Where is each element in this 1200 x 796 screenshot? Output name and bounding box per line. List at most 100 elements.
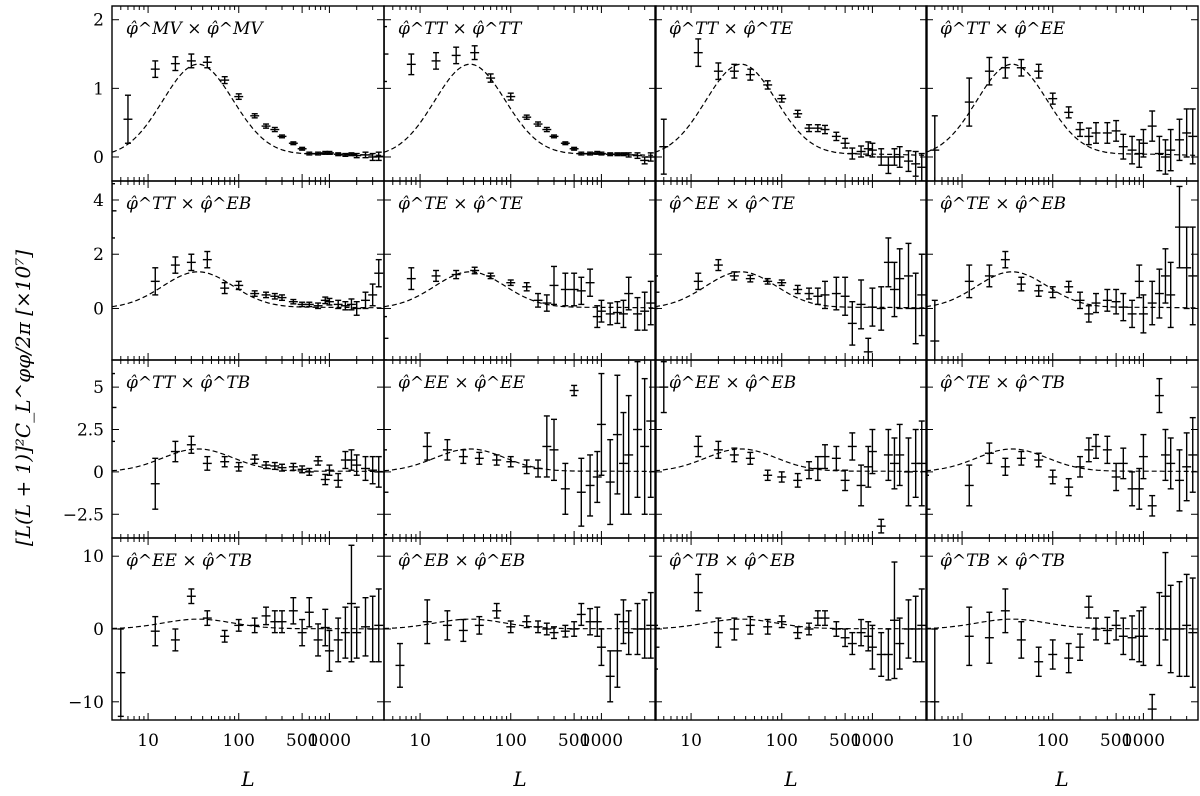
data-point — [745, 68, 755, 81]
data-point — [1084, 437, 1094, 463]
data-point — [374, 258, 384, 288]
data-point — [633, 360, 642, 499]
data-point — [729, 63, 739, 79]
data-point — [1160, 139, 1170, 175]
x-tick-label: 1000 — [580, 731, 623, 751]
data-point — [964, 464, 974, 507]
data-point — [1134, 264, 1144, 299]
x-tick-label: 500 — [286, 731, 318, 751]
data-point — [917, 588, 927, 663]
data-point — [406, 267, 416, 291]
data-point — [889, 261, 899, 318]
data-point — [624, 276, 634, 311]
y-tick-label: 0 — [93, 463, 104, 483]
data-point — [1034, 452, 1044, 468]
data-point — [763, 80, 773, 90]
data-point — [745, 451, 755, 465]
data-point — [804, 287, 814, 300]
data-point — [1182, 573, 1192, 678]
data-point — [277, 134, 287, 139]
data-point — [576, 151, 586, 156]
data-point — [1111, 119, 1121, 142]
data-point — [895, 248, 905, 310]
data-point — [847, 147, 857, 160]
data-point — [763, 618, 773, 635]
data-point — [422, 599, 432, 645]
data-point — [250, 617, 260, 634]
data-point — [1118, 133, 1128, 160]
data-point — [250, 113, 260, 119]
data-point — [659, 118, 669, 175]
theory-curve — [384, 271, 656, 309]
x-axis-label: L — [783, 767, 797, 791]
data-point — [1111, 610, 1121, 641]
data-point — [883, 237, 893, 288]
data-point — [451, 269, 461, 280]
panel-title: φ̂^TT × φ̂^TB — [126, 373, 250, 393]
x-tick-label: 1000 — [851, 731, 894, 751]
data-point — [840, 276, 850, 316]
data-points — [395, 591, 656, 703]
data-point — [451, 46, 461, 65]
data-point — [352, 454, 362, 476]
data-point — [422, 432, 432, 461]
data-point — [202, 455, 212, 471]
y-tick-label: 2 — [93, 11, 104, 31]
data-point — [793, 109, 803, 118]
data-point — [1175, 185, 1184, 269]
data-point — [352, 606, 362, 659]
panel: φ̂^TT × φ̂^EB 0 2 4 — [93, 180, 385, 361]
data-point — [1016, 621, 1026, 659]
theory-curve — [112, 271, 384, 309]
y-tick-label: 0 — [93, 148, 104, 168]
data-point — [624, 394, 634, 515]
data-point — [633, 296, 642, 331]
theory-curve — [384, 63, 656, 156]
data-point — [1182, 432, 1192, 502]
panel: φ̂^TT × φ̂^EE — [925, 5, 1199, 182]
data-point — [911, 150, 921, 177]
data-point — [592, 606, 602, 637]
data-points — [930, 551, 1198, 720]
data-point — [1118, 617, 1128, 656]
data-point — [384, 315, 389, 360]
data-point — [304, 301, 314, 308]
data-point — [313, 302, 323, 310]
panel: φ̂^TE × φ̂^EB — [925, 180, 1199, 361]
data-point — [352, 152, 362, 159]
data-point — [1000, 588, 1010, 634]
data-point — [186, 588, 196, 605]
data-point — [763, 277, 773, 285]
data-point — [777, 279, 787, 287]
panel-title: φ̂^TB × φ̂^EB — [669, 551, 795, 571]
data-point — [1016, 276, 1026, 292]
panel-title: φ̂^EB × φ̂^EB — [398, 551, 525, 571]
theory-curve — [926, 618, 1198, 630]
data-point — [1000, 56, 1010, 79]
data-point — [1091, 121, 1101, 144]
data-point — [352, 300, 362, 316]
panel-title: φ̂^EE × φ̂^EB — [669, 373, 796, 393]
data-point — [605, 650, 615, 703]
data-point — [618, 299, 628, 329]
data-point — [549, 265, 559, 306]
data-point — [492, 454, 502, 466]
data-points — [116, 544, 384, 718]
data-point — [793, 626, 803, 640]
data-point — [324, 297, 334, 306]
data-point — [560, 141, 570, 146]
data-point — [1091, 433, 1101, 460]
data-point — [324, 150, 334, 155]
data-point — [170, 56, 180, 72]
data-point — [745, 615, 755, 635]
y-tick-label: 2 — [93, 245, 104, 265]
data-point — [1138, 294, 1148, 334]
data-point — [1175, 580, 1184, 678]
data-point — [984, 611, 994, 664]
theory-curve — [655, 618, 927, 630]
data-point — [856, 145, 866, 158]
data-point — [112, 372, 117, 443]
data-point — [883, 428, 893, 482]
